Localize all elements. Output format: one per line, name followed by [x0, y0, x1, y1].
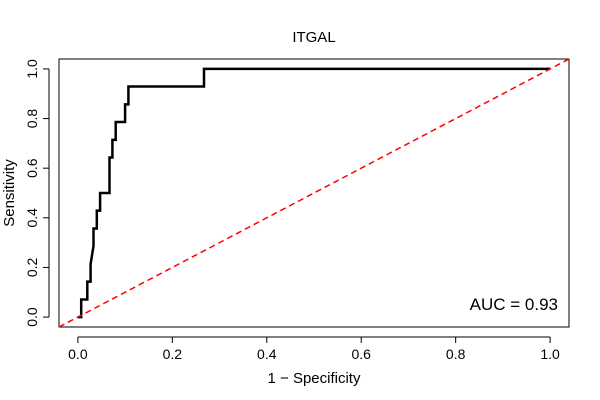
x-tick-label-2: 0.4 [257, 346, 277, 362]
x-tick-label-1: 0.2 [163, 346, 183, 362]
x-tick-label-0: 0.0 [68, 346, 88, 362]
y-tick-label-3: 0.6 [24, 158, 40, 178]
y-tick-label-2: 0.4 [24, 208, 40, 228]
roc-curve-line [77, 67, 551, 319]
y-tick-label-0: 0.0 [24, 307, 40, 327]
y-tick-label-4: 0.8 [24, 109, 40, 129]
reference-diagonal-line [58, 58, 570, 328]
x-tick-label-4: 0.8 [446, 346, 466, 362]
x-tick-label-5: 1.0 [540, 346, 560, 362]
y-tick-label-1: 0.2 [24, 258, 40, 278]
y-axis-label: Sensitivity [1, 159, 18, 227]
x-axis-label: 1 − Specificity [268, 370, 361, 387]
plot-frame [58, 58, 570, 328]
chart-title: ITGAL [292, 29, 335, 46]
x-tick-label-3: 0.6 [351, 346, 371, 362]
auc-annotation: AUC = 0.93 [470, 295, 558, 314]
plot-area: 0.0 0.2 0.4 0.6 0.8 1.0 0.0 0.2 0.4 0.6 0.8 1.0 [24, 58, 570, 362]
y-tick-label-5: 1.0 [24, 59, 40, 79]
